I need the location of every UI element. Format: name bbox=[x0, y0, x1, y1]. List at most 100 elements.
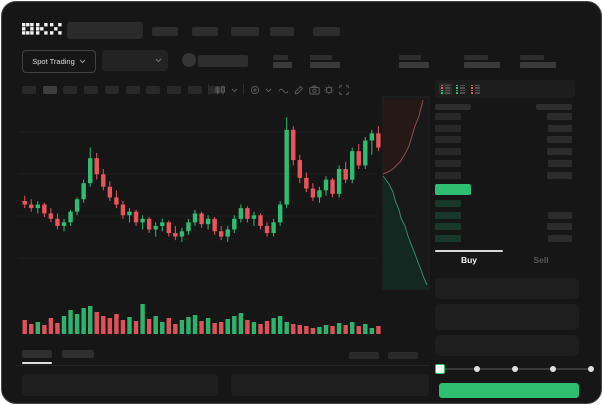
compare-icon[interactable] bbox=[250, 85, 260, 95]
ask-amount bbox=[547, 148, 572, 156]
bar bbox=[445, 84, 450, 87]
coin-avatar bbox=[182, 53, 196, 67]
bar bbox=[460, 84, 465, 87]
chevron-down-icon[interactable] bbox=[265, 88, 272, 93]
ask-price bbox=[435, 113, 461, 120]
draw-icon[interactable] bbox=[294, 85, 304, 95]
timeframe-button[interactable] bbox=[208, 86, 223, 94]
amount-input[interactable] bbox=[435, 304, 579, 330]
timeframe-button[interactable] bbox=[187, 86, 202, 94]
ask-price bbox=[435, 148, 461, 156]
bid-amount bbox=[548, 211, 572, 219]
timeframe-button[interactable] bbox=[125, 86, 140, 94]
ask-amount bbox=[547, 136, 572, 144]
bottom-action-pill[interactable] bbox=[349, 352, 379, 359]
pair-name-placeholder bbox=[198, 55, 248, 67]
ask-amount bbox=[547, 171, 572, 179]
bar bbox=[460, 89, 465, 92]
ask-price bbox=[435, 124, 461, 132]
search-input[interactable] bbox=[67, 22, 143, 39]
market-type-dropdown[interactable]: Spot Trading bbox=[22, 50, 96, 73]
timeframe-button[interactable] bbox=[63, 86, 78, 94]
ask-amount bbox=[548, 159, 572, 167]
dot bbox=[441, 92, 444, 95]
bar bbox=[460, 92, 465, 95]
total-input[interactable] bbox=[435, 335, 579, 356]
ask-price bbox=[435, 159, 461, 167]
nav-item[interactable] bbox=[313, 27, 340, 36]
stat-label bbox=[399, 55, 421, 60]
stat-value bbox=[399, 62, 429, 68]
indicator-icon[interactable] bbox=[215, 85, 226, 95]
bid-price bbox=[435, 200, 461, 207]
line-style-icon[interactable] bbox=[278, 87, 289, 94]
bid-price bbox=[435, 223, 461, 231]
nav-item[interactable] bbox=[270, 27, 294, 36]
bar bbox=[445, 89, 450, 92]
dot bbox=[441, 84, 444, 87]
dot bbox=[471, 84, 474, 87]
slider-stop[interactable] bbox=[512, 366, 518, 372]
tab-sell[interactable]: Sell bbox=[533, 255, 549, 265]
order-book-view-combined-icon[interactable] bbox=[439, 83, 452, 95]
nav-item[interactable] bbox=[152, 27, 178, 36]
bid-price bbox=[435, 235, 461, 243]
nav-item[interactable] bbox=[192, 27, 218, 36]
ask-price bbox=[435, 136, 461, 144]
camera-icon[interactable] bbox=[309, 85, 320, 95]
bottom-tab[interactable] bbox=[62, 350, 94, 358]
bottom-panel bbox=[22, 374, 218, 396]
market-type-label: Spot Trading bbox=[32, 57, 75, 66]
active-tab-indicator bbox=[435, 250, 503, 252]
ask-amount bbox=[548, 124, 572, 132]
dot bbox=[456, 89, 459, 92]
timeframe-button[interactable] bbox=[42, 86, 57, 94]
slider-stop[interactable] bbox=[474, 366, 480, 372]
dot bbox=[456, 87, 459, 89]
price-input[interactable] bbox=[435, 278, 579, 299]
settings-icon[interactable] bbox=[324, 85, 334, 95]
timeframe-button[interactable] bbox=[146, 86, 161, 94]
bottom-panel bbox=[231, 374, 429, 396]
stat-label bbox=[520, 55, 544, 60]
bid-price bbox=[435, 211, 461, 219]
chevron-down-icon bbox=[155, 58, 162, 63]
stat-value bbox=[273, 62, 292, 68]
chevron-down-icon[interactable] bbox=[231, 88, 238, 93]
bottom-tab-active-indicator bbox=[22, 362, 52, 364]
bid-amount bbox=[548, 235, 572, 243]
okx-logo[interactable] bbox=[22, 23, 63, 36]
slider-stop[interactable] bbox=[588, 366, 594, 372]
bar bbox=[475, 84, 480, 87]
slider-handle[interactable] bbox=[435, 364, 445, 374]
ask-price bbox=[435, 171, 461, 179]
order-book-view-bids-only-icon[interactable] bbox=[454, 83, 467, 95]
bar bbox=[445, 92, 450, 95]
last-price-badge bbox=[435, 184, 471, 195]
timeframe-button[interactable] bbox=[166, 86, 181, 94]
buy-submit-button[interactable] bbox=[439, 383, 579, 398]
pair-selector-dropdown[interactable] bbox=[102, 50, 168, 71]
dot bbox=[471, 89, 474, 92]
bottom-action-pill[interactable] bbox=[388, 352, 418, 359]
stat-label bbox=[464, 55, 488, 60]
fullscreen-icon[interactable] bbox=[339, 85, 349, 95]
bar bbox=[475, 87, 480, 89]
tab-buy[interactable]: Buy bbox=[460, 255, 478, 265]
bottom-tab[interactable] bbox=[22, 350, 52, 358]
bar bbox=[445, 87, 450, 89]
chevron-down-icon bbox=[79, 59, 86, 64]
order-book-view-asks-only-icon[interactable] bbox=[469, 83, 482, 95]
nav-item[interactable] bbox=[231, 27, 259, 36]
bid-amount bbox=[547, 223, 572, 231]
timeframe-button[interactable] bbox=[22, 86, 36, 94]
ask-amount bbox=[547, 113, 572, 120]
stat-label bbox=[273, 55, 288, 60]
bar bbox=[460, 87, 465, 89]
timeframe-button[interactable] bbox=[104, 86, 119, 94]
slider-stop[interactable] bbox=[550, 366, 556, 372]
timeframe-button[interactable] bbox=[84, 86, 99, 94]
